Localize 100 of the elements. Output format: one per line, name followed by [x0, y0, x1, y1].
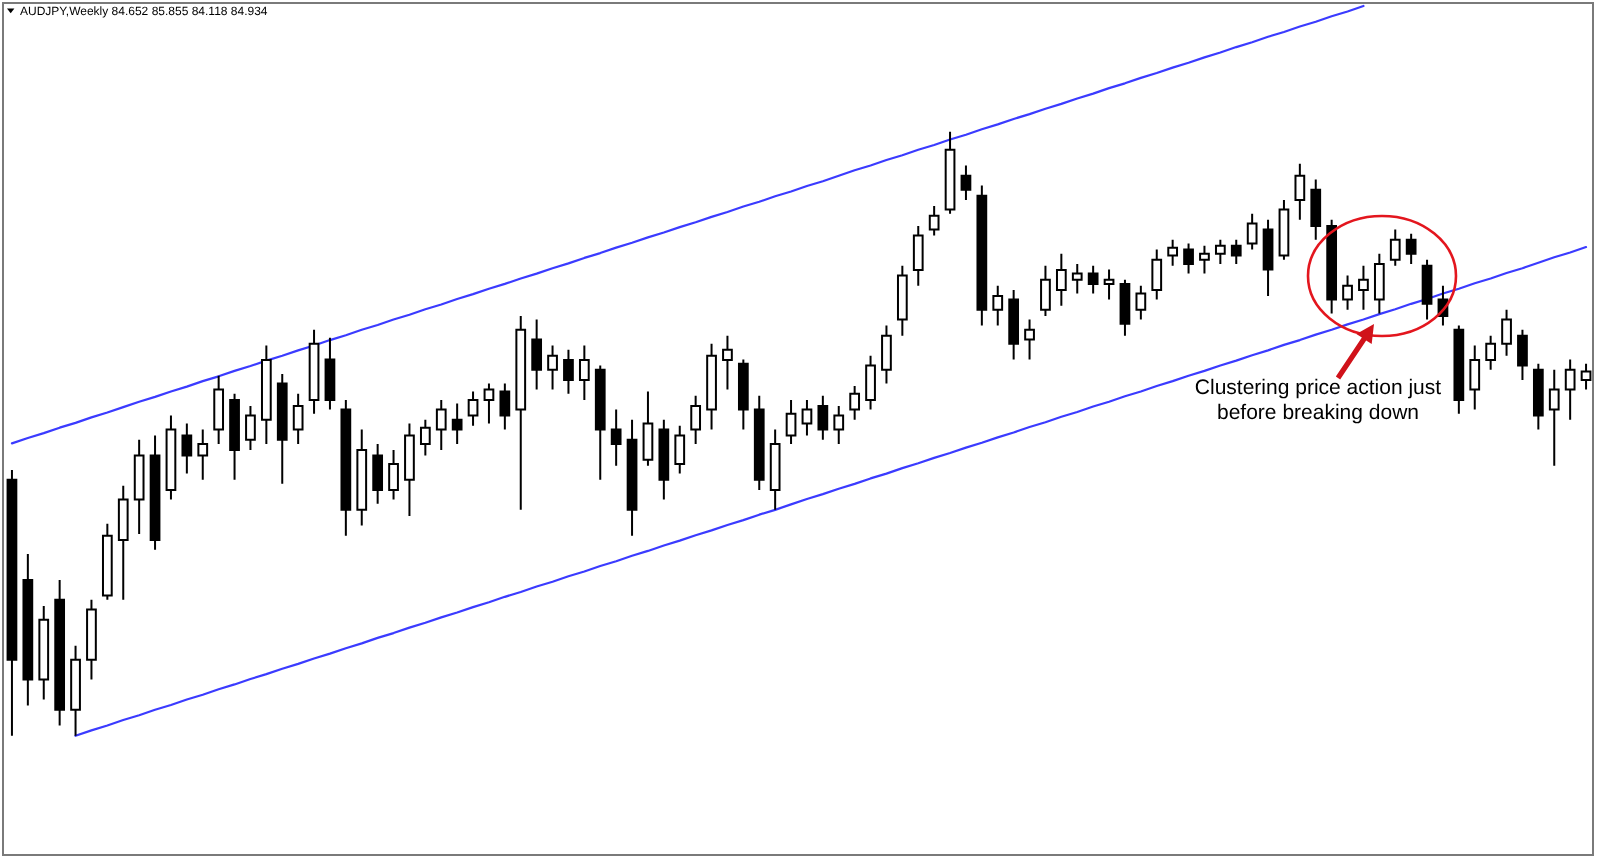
candlestick — [1326, 218, 1338, 315]
candlestick — [340, 398, 352, 537]
candlestick — [642, 390, 654, 467]
candlestick — [547, 344, 558, 391]
candlestick — [467, 390, 479, 427]
candlestick — [213, 374, 225, 445]
candlestick — [1469, 344, 1481, 411]
candlestick — [1167, 238, 1179, 267]
candlestick — [324, 336, 336, 411]
candlestick — [1405, 232, 1417, 265]
candlestick — [1055, 252, 1067, 307]
candlestick — [706, 342, 717, 431]
candlestick — [563, 348, 574, 395]
candlestick — [531, 318, 543, 391]
candlestick — [70, 644, 81, 737]
candlestick — [928, 204, 940, 237]
candlestick — [753, 394, 765, 491]
candlestick — [737, 358, 749, 431]
candlestick — [372, 442, 384, 505]
candlestick — [1517, 328, 1528, 381]
candlestick — [594, 364, 606, 481]
candlestick — [404, 422, 415, 517]
candlestick — [229, 392, 240, 481]
candlestick — [626, 418, 638, 537]
candlestick — [1024, 318, 1035, 361]
candlestick — [1389, 228, 1401, 267]
candlestick — [1485, 334, 1497, 371]
candlestick — [833, 404, 845, 445]
candlestick — [356, 428, 368, 527]
candlestick — [1183, 242, 1194, 275]
candlestick — [86, 598, 97, 681]
annotation: Clustering price action just before breaking down — [1194, 376, 1442, 425]
candlestick — [1103, 268, 1115, 301]
candlestick — [181, 422, 193, 475]
candlestick — [896, 264, 908, 337]
candlestick — [54, 578, 66, 727]
candlestick — [1548, 368, 1560, 467]
candlestick — [483, 382, 495, 425]
candlestick — [674, 424, 686, 475]
candlestick — [515, 314, 527, 511]
candlestick — [817, 394, 829, 441]
candlestick — [1342, 274, 1353, 311]
candlestick — [992, 284, 1004, 327]
candlestick — [1040, 264, 1051, 317]
candlestick — [260, 344, 272, 445]
candlestick — [1421, 258, 1433, 321]
candlestick — [419, 418, 431, 457]
candlestick — [1262, 218, 1274, 297]
candlestick — [976, 184, 988, 327]
candlestick — [785, 398, 797, 445]
candlestick — [1278, 198, 1290, 261]
candlestick — [165, 414, 177, 501]
candlestick — [658, 418, 670, 501]
candlestick — [149, 434, 161, 551]
candlestick — [865, 354, 876, 411]
candlestick — [1246, 212, 1258, 251]
candlestick — [1294, 162, 1306, 221]
candlestick — [308, 328, 320, 415]
candlestick — [117, 484, 129, 601]
candlestick — [451, 402, 463, 445]
candlestick — [912, 224, 924, 287]
candlestick — [1230, 238, 1242, 265]
candlestick — [1199, 244, 1210, 275]
candlestick — [1564, 358, 1576, 421]
candlestick — [197, 428, 209, 481]
candlestick — [1501, 308, 1512, 357]
candlestick — [1214, 238, 1226, 265]
candlestick — [769, 428, 781, 511]
candlestick — [38, 604, 50, 701]
candlestick — [133, 438, 145, 535]
candlestick — [276, 372, 288, 485]
candlestick — [6, 468, 18, 737]
candlestick — [578, 344, 590, 401]
candlestick — [245, 404, 256, 452]
candlestick — [801, 398, 813, 437]
candlestick — [1008, 288, 1020, 361]
candlestick — [292, 392, 304, 445]
candlestick — [881, 324, 892, 385]
candlestick — [1453, 324, 1465, 415]
candlestick — [101, 522, 113, 601]
candlestick — [690, 394, 702, 445]
candlestick — [1580, 362, 1592, 391]
candlestick — [1119, 278, 1131, 337]
candlestick — [1310, 178, 1322, 241]
candlestick — [849, 384, 861, 421]
candlestick — [1532, 362, 1544, 431]
candlestick — [610, 408, 622, 467]
candlestick — [1135, 284, 1147, 321]
candlestick — [960, 164, 972, 201]
candlestick — [722, 334, 733, 391]
candlestick — [1071, 262, 1083, 295]
candlestick — [22, 552, 34, 707]
candlestick — [1087, 264, 1099, 295]
candlestick — [499, 382, 511, 431]
candlestick — [944, 130, 956, 215]
candlestick — [435, 398, 447, 452]
candlestick — [1358, 264, 1369, 311]
candlestick — [1373, 252, 1385, 315]
candlestick — [388, 449, 399, 501]
candlestick — [1151, 248, 1163, 301]
